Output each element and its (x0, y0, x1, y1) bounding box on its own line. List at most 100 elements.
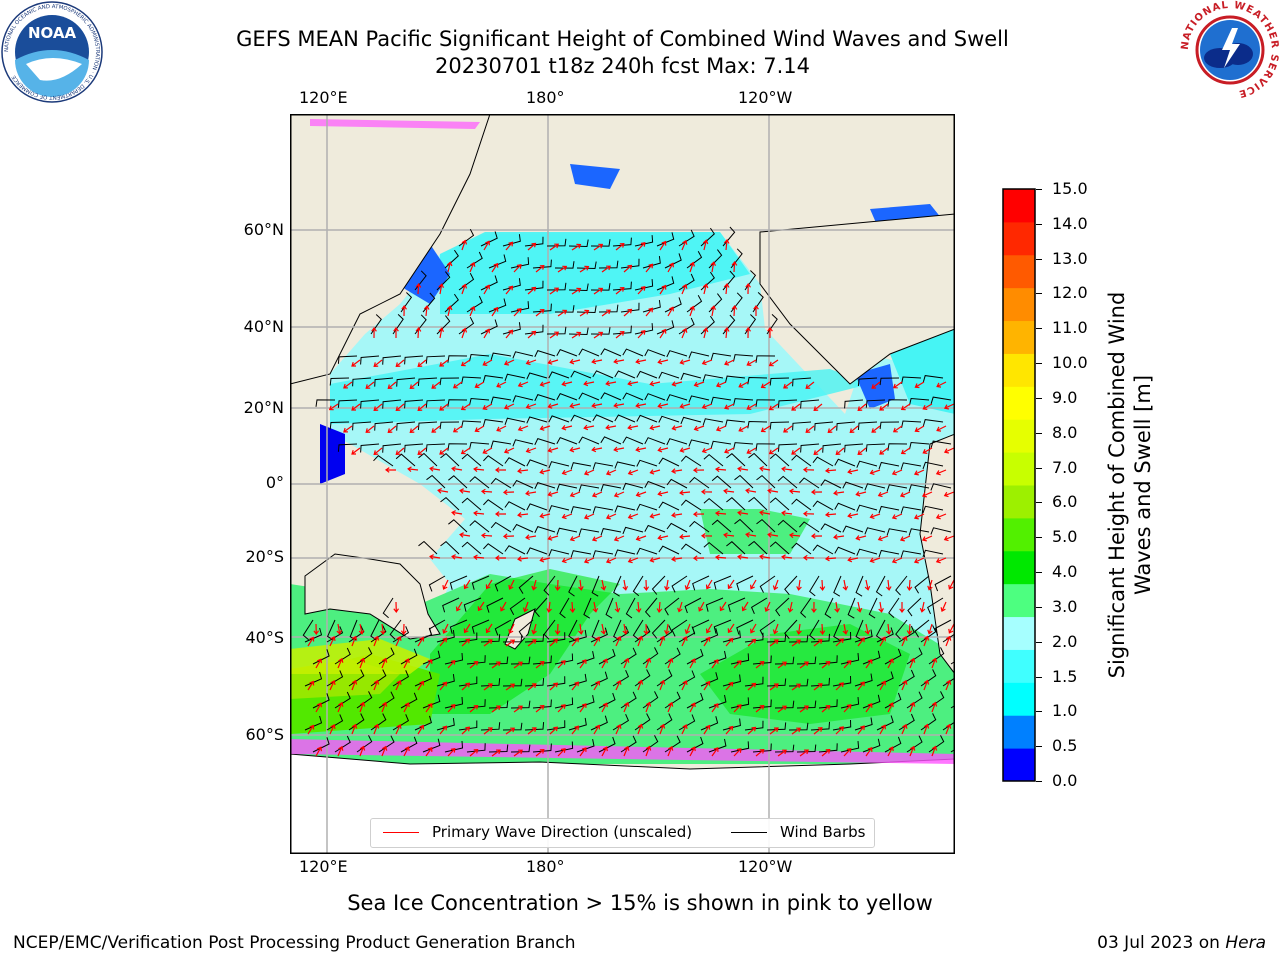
colorbar-bin (1003, 748, 1035, 782)
wave-direction-arrow (615, 243, 625, 251)
wave-direction-arrow (417, 403, 427, 411)
wave-direction-arrow (549, 331, 560, 339)
wave-direction-arrow (659, 240, 667, 251)
wave-direction-arrow (373, 679, 380, 691)
wave-direction-arrow (329, 679, 336, 691)
wave-direction-arrow (887, 658, 894, 669)
wind-barb (620, 258, 640, 269)
wind-barb (769, 421, 790, 430)
wind-barb (480, 722, 501, 731)
wave-direction-arrow (635, 402, 647, 409)
wave-direction-arrow (671, 425, 683, 431)
wave-direction-arrow (539, 381, 551, 387)
wind-barb (436, 718, 455, 731)
wind-barb (857, 421, 878, 431)
wind-barb (769, 541, 790, 555)
wave-direction-arrow (517, 556, 529, 562)
wave-direction-arrow (496, 425, 507, 432)
wind-barb (942, 625, 955, 643)
wave-direction-arrow (689, 261, 695, 273)
wave-direction-arrow (505, 285, 514, 295)
wind-barb (722, 718, 741, 731)
wind-barb (568, 283, 589, 292)
wave-direction-arrow (681, 680, 688, 691)
wave-direction-arrow (906, 623, 913, 636)
wind-barb (800, 443, 820, 453)
wave-direction-arrow (750, 623, 757, 634)
wind-barb (651, 575, 666, 595)
colorbar-tick (1036, 711, 1042, 713)
wave-direction-arrow (535, 309, 545, 317)
wave-direction-arrow (715, 381, 727, 388)
wave-direction-arrow (627, 469, 639, 476)
wave-direction-arrow (469, 660, 479, 669)
wind-barb (614, 414, 636, 423)
colorbar-tick-label: 1.0 (1052, 701, 1078, 721)
wind-barb (592, 506, 614, 514)
wave-direction-arrow (451, 554, 463, 560)
wave-direction-arrow (679, 447, 691, 453)
wave-direction-arrow (571, 725, 579, 735)
colorbar-bin (1003, 583, 1035, 618)
wave-direction-arrow (657, 402, 669, 409)
wind-barb (360, 443, 380, 453)
wave-direction-arrow (843, 659, 852, 669)
wave-direction-arrow (693, 381, 705, 388)
wind-barb (634, 713, 651, 731)
wind-barb (543, 619, 556, 640)
wave-direction-arrow (711, 659, 719, 669)
colorbar-tick (1036, 502, 1042, 504)
wave-direction-arrow (943, 447, 955, 454)
colorbar (1002, 188, 1036, 782)
wind-barb (678, 229, 695, 247)
wind-barb (726, 453, 746, 467)
wind-barb (818, 699, 838, 709)
wind-barb (922, 549, 944, 558)
colorbar-bin (1003, 189, 1035, 223)
wave-direction-arrow (645, 307, 654, 317)
wave-direction-arrow (833, 490, 845, 496)
wave-direction-arrow (461, 682, 471, 691)
wave-direction-arrow (485, 579, 493, 590)
wind-barb (526, 459, 548, 467)
colorbar-tick-label: 3.0 (1052, 596, 1078, 616)
colorbar-bin (1003, 287, 1035, 322)
wave-direction-arrow (667, 306, 674, 317)
wave-direction-arrow (637, 241, 646, 251)
wind-barb (857, 377, 878, 387)
wind-barb (688, 439, 710, 447)
wind-barb (444, 696, 464, 709)
wind-barb (461, 497, 482, 511)
colorbar-bin (1003, 221, 1035, 256)
wave-direction-arrow (557, 265, 568, 273)
wind-barb (878, 505, 900, 514)
wave-direction-arrow (591, 358, 603, 365)
footer-date: 03 Jul 2023 on Hera (1097, 933, 1266, 953)
wind-barb (436, 630, 455, 643)
wave-direction-arrow (767, 488, 779, 494)
wave-direction-arrow (781, 554, 793, 560)
wave-direction-arrow (664, 623, 670, 635)
wind-barb (900, 462, 922, 470)
wave-direction-arrow (864, 623, 871, 635)
wind-barb (658, 371, 680, 379)
wave-direction-arrow (856, 601, 863, 613)
wind-barb (458, 228, 475, 247)
wind-barb (777, 519, 798, 533)
wave-direction-arrow (474, 381, 485, 389)
wind-barb (636, 503, 658, 511)
wave-direction-arrow (583, 380, 595, 387)
wave-direction-arrow (513, 263, 522, 273)
wind-barb (769, 497, 790, 511)
wind-barb (502, 634, 523, 643)
wind-barb (524, 678, 545, 687)
wave-direction-arrow (373, 359, 383, 367)
wind-barb (833, 619, 842, 641)
wave-direction-arrow (935, 513, 947, 520)
lon-label-top-120e: 120°E (299, 88, 348, 107)
wind-barb (909, 441, 930, 450)
wave-direction-arrow (373, 723, 380, 735)
wave-direction-arrow (315, 658, 322, 669)
wind-barb (554, 261, 575, 269)
wave-direction-arrow (503, 447, 515, 454)
